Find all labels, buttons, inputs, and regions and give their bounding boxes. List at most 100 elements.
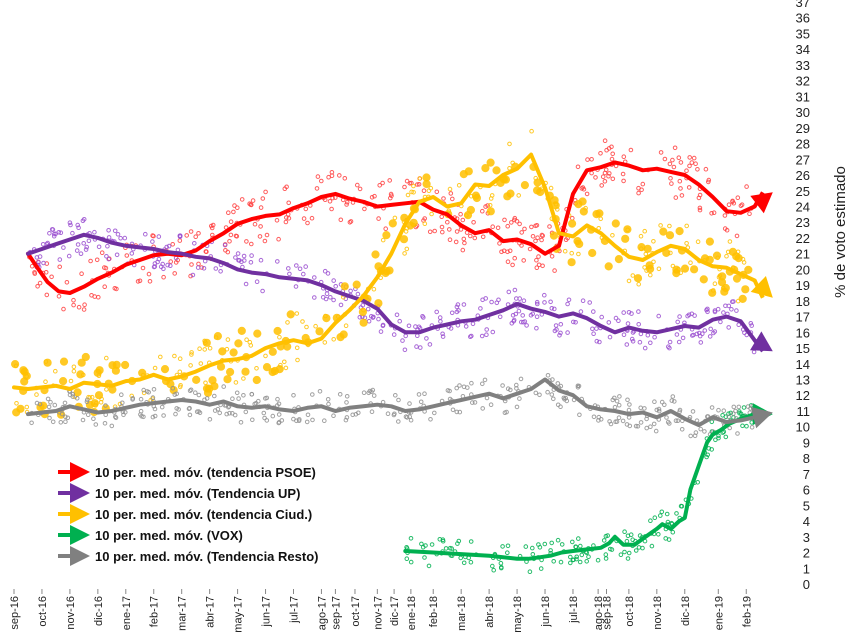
survey-point xyxy=(61,245,66,250)
survey-point xyxy=(522,319,528,324)
survey-point xyxy=(740,423,745,429)
x-tick-label: jul-18 xyxy=(568,596,580,624)
survey-point xyxy=(551,396,556,402)
survey-point xyxy=(46,404,52,410)
survey-point xyxy=(514,404,520,410)
survey-point xyxy=(630,273,636,278)
survey-point xyxy=(549,306,555,311)
survey-point xyxy=(449,310,455,316)
survey-point xyxy=(437,315,443,320)
survey-point xyxy=(99,250,105,255)
survey-point xyxy=(43,270,49,275)
survey-point xyxy=(232,203,237,208)
survey-point xyxy=(666,537,672,542)
survey-point xyxy=(676,339,682,345)
survey-point xyxy=(667,223,672,229)
survey-point xyxy=(568,554,573,560)
survey-point xyxy=(238,420,244,425)
survey-point xyxy=(741,285,750,294)
survey-point xyxy=(76,304,82,310)
survey-point xyxy=(727,425,733,431)
survey-point xyxy=(77,358,86,367)
survey-point xyxy=(295,357,300,363)
survey-point xyxy=(56,294,62,299)
survey-point xyxy=(329,173,335,178)
survey-point xyxy=(704,454,709,460)
survey-point xyxy=(656,532,661,537)
survey-point xyxy=(104,387,109,392)
survey-point xyxy=(360,303,366,308)
survey-point xyxy=(331,337,337,342)
survey-point xyxy=(545,389,550,395)
survey-point xyxy=(124,253,130,258)
y-tick-label: 34 xyxy=(796,42,810,57)
survey-point xyxy=(570,539,575,545)
legend-arrow-icon xyxy=(70,525,90,545)
survey-point xyxy=(503,192,512,201)
survey-point xyxy=(320,295,326,300)
survey-point xyxy=(584,191,590,197)
survey-point xyxy=(591,414,597,420)
survey-point xyxy=(93,368,102,377)
survey-point xyxy=(628,147,634,153)
survey-point xyxy=(264,395,270,401)
survey-point xyxy=(648,340,653,346)
survey-point xyxy=(500,383,505,388)
survey-point xyxy=(591,309,596,314)
survey-point xyxy=(722,226,728,231)
survey-point xyxy=(424,336,429,341)
survey-point xyxy=(547,224,552,229)
survey-point xyxy=(589,157,594,162)
survey-point xyxy=(731,404,737,410)
survey-point xyxy=(716,433,721,439)
survey-point xyxy=(599,183,605,188)
survey-point xyxy=(432,228,438,234)
survey-point xyxy=(553,323,559,328)
survey-point xyxy=(188,363,193,368)
survey-point xyxy=(396,419,401,424)
survey-point xyxy=(519,243,524,248)
survey-point xyxy=(203,380,208,386)
y-tick-label: 32 xyxy=(796,74,810,89)
survey-point xyxy=(63,419,68,425)
survey-point xyxy=(172,353,177,359)
survey-point xyxy=(622,529,627,535)
survey-point xyxy=(417,176,423,181)
survey-point xyxy=(536,542,541,547)
survey-point xyxy=(708,288,717,297)
survey-point xyxy=(413,324,418,329)
survey-point xyxy=(284,215,289,220)
survey-point xyxy=(468,334,473,340)
survey-point xyxy=(642,228,648,234)
y-tick-label: 7 xyxy=(803,467,810,482)
x-tick-label: abr-17 xyxy=(205,596,217,628)
survey-point xyxy=(501,175,510,184)
survey-point xyxy=(172,392,178,397)
survey-point xyxy=(507,248,513,254)
survey-point xyxy=(35,284,40,289)
survey-point xyxy=(103,403,108,408)
survey-point xyxy=(677,407,683,413)
survey-point xyxy=(536,187,545,197)
survey-point xyxy=(159,404,165,410)
survey-point xyxy=(678,160,684,165)
survey-point xyxy=(463,211,473,220)
survey-point xyxy=(254,366,259,371)
survey-point xyxy=(188,387,194,393)
survey-point xyxy=(580,185,586,190)
survey-point xyxy=(516,193,522,198)
survey-point xyxy=(43,358,52,367)
survey-point xyxy=(404,556,410,562)
survey-point xyxy=(260,288,265,294)
survey-point xyxy=(734,233,740,239)
x-tick-label: ene-18 xyxy=(406,596,418,630)
survey-point xyxy=(667,345,672,351)
survey-point xyxy=(70,394,76,399)
survey-point xyxy=(478,306,483,311)
survey-point xyxy=(741,405,747,410)
survey-point xyxy=(540,233,546,238)
survey-point xyxy=(282,359,287,365)
survey-point xyxy=(192,241,197,246)
survey-point xyxy=(659,509,665,515)
survey-point xyxy=(37,401,43,407)
